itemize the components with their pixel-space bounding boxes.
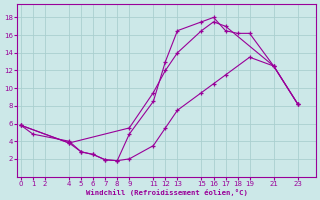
X-axis label: Windchill (Refroidissement éolien,°C): Windchill (Refroidissement éolien,°C) (86, 189, 248, 196)
